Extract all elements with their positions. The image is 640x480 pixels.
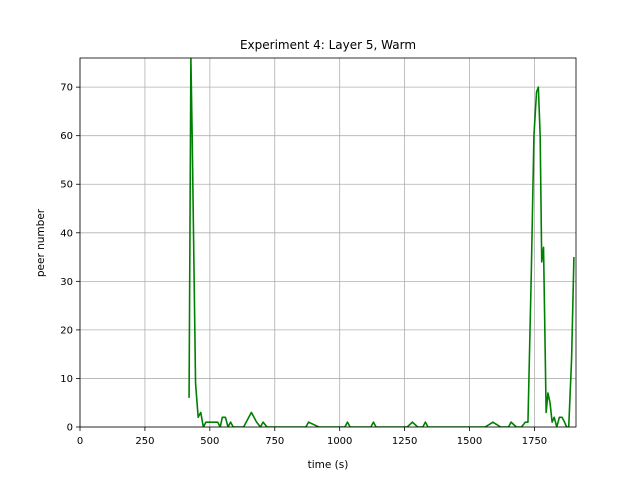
grid bbox=[79, 58, 576, 428]
y-tick-label: 50 bbox=[60, 180, 73, 191]
x-tick-label: 1750 bbox=[522, 436, 547, 447]
x-tick-label: 1500 bbox=[457, 436, 482, 447]
y-tick-label: 30 bbox=[60, 277, 73, 288]
y-tick-label: 0 bbox=[67, 423, 73, 434]
y-tick-label: 20 bbox=[60, 325, 73, 336]
plot-area bbox=[188, 58, 575, 427]
x-axis-label: time (s) bbox=[308, 459, 349, 471]
chart-title: Experiment 4: Layer 5, Warm bbox=[240, 38, 416, 52]
series-line bbox=[188, 58, 575, 427]
x-tick-label: 1250 bbox=[392, 436, 417, 447]
y-tick-label: 60 bbox=[60, 131, 73, 142]
y-tick-label: 70 bbox=[60, 83, 73, 94]
x-tick-label: 500 bbox=[200, 436, 219, 447]
x-tick-label: 250 bbox=[135, 436, 154, 447]
plot-frame bbox=[79, 57, 577, 428]
x-tick-label: 0 bbox=[77, 436, 83, 447]
x-tick-label: 750 bbox=[265, 436, 284, 447]
y-axis-label: peer number bbox=[35, 208, 47, 277]
axis-ticks: 0 250 500 750 1000 1250 1500 1750 0 10 20 30 40 50 60 7… bbox=[60, 83, 547, 447]
y-tick-label: 40 bbox=[60, 228, 73, 239]
x-tick-label: 1000 bbox=[327, 436, 352, 447]
y-tick-label: 10 bbox=[60, 374, 73, 385]
